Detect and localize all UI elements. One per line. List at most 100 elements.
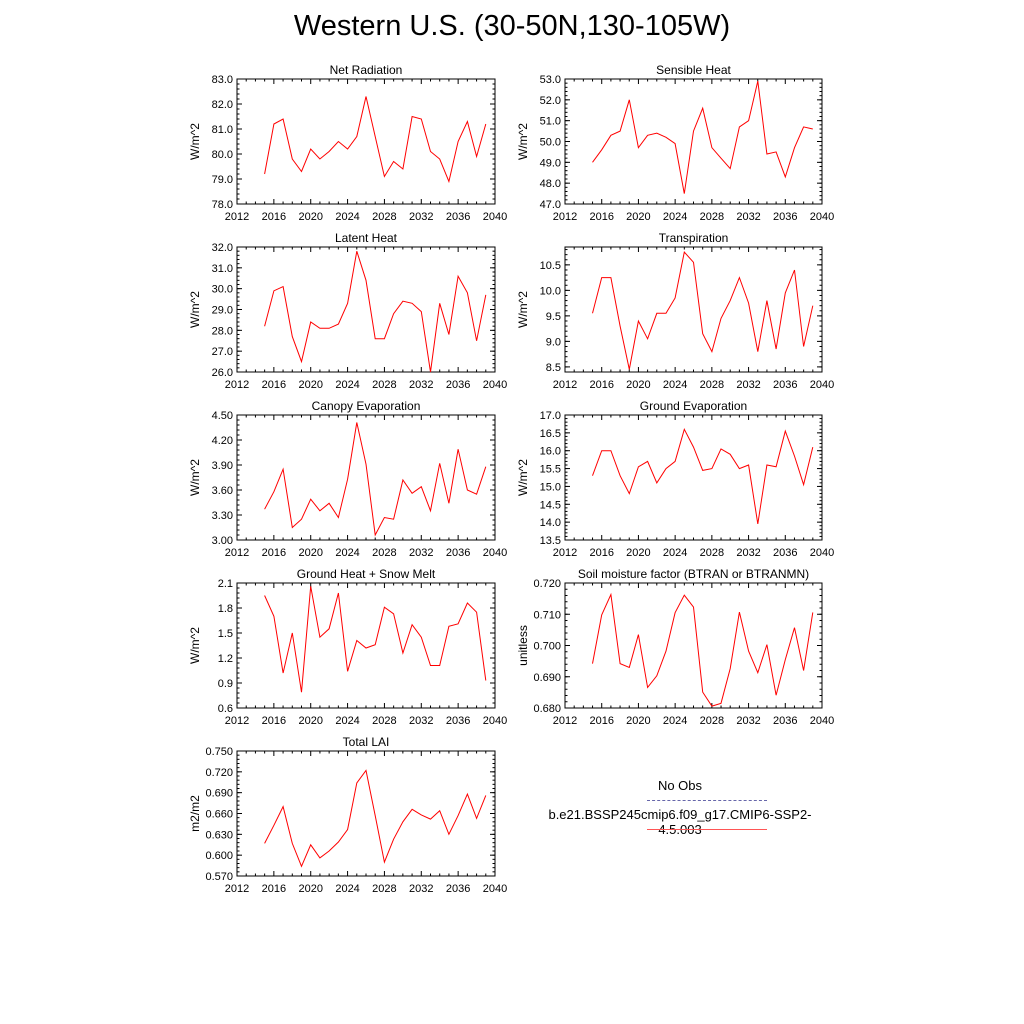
panel-title: Ground Evaporation <box>640 399 747 413</box>
y-tick-label: 0.710 <box>533 609 561 621</box>
series-line <box>592 592 814 707</box>
series-line <box>264 251 487 373</box>
panel-title: Sensible Heat <box>656 63 731 77</box>
y-tick-label: 47.0 <box>540 199 561 211</box>
x-tick-label: 2028 <box>372 715 396 727</box>
chart-panel: 2012 2016 2020 2024 2028 2032 2036 2040 3.00 3.30… <box>188 399 507 559</box>
y-tick-label: 0.660 <box>205 809 233 821</box>
x-tick-label: 2016 <box>589 379 613 391</box>
x-tick-label: 2012 <box>225 379 249 391</box>
y-tick-label: 14.0 <box>540 517 561 529</box>
panel-title: Latent Heat <box>335 231 398 245</box>
series-line <box>264 96 487 184</box>
y-axis-label: m2/m2 <box>188 795 202 832</box>
y-tick-label: 3.30 <box>212 510 233 522</box>
chart-panel: 2012 2016 2020 2024 2028 2032 2036 2040 0.680 0.6… <box>516 567 834 727</box>
page-title: Western U.S. (30-50N,130-105W) <box>293 10 731 42</box>
series-line <box>264 586 487 693</box>
y-tick-label: 10.0 <box>540 285 561 297</box>
x-tick-label: 2020 <box>626 379 650 391</box>
x-tick-label: 2032 <box>409 211 433 223</box>
chart-panel: 2012 2016 2020 2024 2028 2032 2036 2040 26.0 27.0… <box>188 231 507 391</box>
x-tick-label: 2036 <box>773 715 797 727</box>
plot-frame <box>236 246 496 373</box>
x-tick-label: 2020 <box>298 547 322 559</box>
y-tick-label: 0.6 <box>218 703 233 715</box>
x-tick-label: 2028 <box>372 883 396 895</box>
x-tick-label: 2032 <box>409 883 433 895</box>
y-tick-label: 83.0 <box>212 74 233 86</box>
x-tick-label: 2016 <box>262 211 286 223</box>
x-tick-label: 2012 <box>553 211 577 223</box>
y-tick-label: 51.0 <box>540 116 561 128</box>
y-axis-label: W/m^2 <box>188 459 202 496</box>
y-tick-label: 3.90 <box>212 460 233 472</box>
y-tick-label: 10.5 <box>540 260 561 272</box>
y-tick-label: 0.700 <box>533 641 561 653</box>
panel-title: Total LAI <box>343 735 390 749</box>
series-line <box>264 769 487 868</box>
x-tick-label: 2032 <box>409 379 433 391</box>
y-tick-label: 4.50 <box>212 410 233 422</box>
chart-panel: 2012 2016 2020 2024 2028 2032 2036 2040 47.0 48.0… <box>516 63 834 223</box>
plot-frame <box>236 582 496 709</box>
x-tick-label: 2020 <box>298 883 322 895</box>
x-tick-label: 2024 <box>663 211 687 223</box>
x-tick-label: 2040 <box>810 547 834 559</box>
y-tick-label: 9.0 <box>546 336 561 348</box>
y-tick-label: 0.680 <box>533 703 561 715</box>
y-tick-label: 28.0 <box>212 325 233 337</box>
y-tick-label: 1.8 <box>218 603 233 615</box>
plot-frame <box>564 582 823 709</box>
plot-frame <box>564 414 823 541</box>
y-tick-label: 50.0 <box>540 137 561 149</box>
plot-frame <box>236 414 496 541</box>
y-tick-label: 2.1 <box>218 578 233 590</box>
y-tick-label: 14.5 <box>540 499 561 511</box>
y-tick-label: 53.0 <box>540 74 561 86</box>
x-tick-label: 2016 <box>262 379 286 391</box>
y-tick-label: 79.0 <box>212 174 233 186</box>
x-tick-label: 2016 <box>589 211 613 223</box>
plot-frame <box>564 78 823 205</box>
x-tick-label: 2040 <box>483 547 507 559</box>
x-tick-label: 2016 <box>589 715 613 727</box>
series-line <box>264 422 487 537</box>
chart-panel: 2012 2016 2020 2024 2028 2032 2036 2040 8.5 9.0 9.… <box>516 231 834 391</box>
x-tick-label: 2040 <box>483 883 507 895</box>
x-tick-label: 2012 <box>225 211 249 223</box>
x-tick-label: 2036 <box>446 211 470 223</box>
x-tick-label: 2024 <box>335 211 359 223</box>
x-tick-label: 2036 <box>446 547 470 559</box>
y-tick-label: 0.9 <box>218 678 233 690</box>
y-tick-label: 82.0 <box>212 99 233 111</box>
legend-label-model: b.e21.BSSP245cmip6.f09_g17.CMIP6-SSP2-4.… <box>548 807 812 837</box>
x-tick-label: 2016 <box>262 883 286 895</box>
x-tick-label: 2040 <box>810 715 834 727</box>
y-tick-label: 26.0 <box>212 367 233 379</box>
y-axis-label: W/m^2 <box>516 123 530 160</box>
x-tick-label: 2040 <box>810 211 834 223</box>
x-tick-label: 2040 <box>483 211 507 223</box>
x-tick-label: 2020 <box>298 211 322 223</box>
chart-panel: 2012 2016 2020 2024 2028 2032 2036 2040 0.6 0.9 1.… <box>188 567 507 727</box>
y-tick-label: 0.720 <box>533 578 561 590</box>
x-tick-label: 2016 <box>589 547 613 559</box>
x-tick-label: 2036 <box>446 883 470 895</box>
y-tick-label: 0.750 <box>205 746 233 758</box>
x-tick-label: 2036 <box>446 715 470 727</box>
x-tick-label: 2028 <box>700 379 724 391</box>
y-tick-label: 81.0 <box>212 124 233 136</box>
y-tick-label: 17.0 <box>540 410 561 422</box>
x-tick-label: 2036 <box>773 211 797 223</box>
x-tick-label: 2028 <box>372 379 396 391</box>
x-tick-label: 2020 <box>298 715 322 727</box>
y-tick-label: 0.600 <box>205 850 233 862</box>
x-tick-label: 2032 <box>736 715 760 727</box>
x-tick-label: 2020 <box>626 547 650 559</box>
x-tick-label: 2012 <box>225 715 249 727</box>
x-tick-label: 2024 <box>663 379 687 391</box>
x-tick-label: 2024 <box>663 715 687 727</box>
x-tick-label: 2024 <box>335 883 359 895</box>
